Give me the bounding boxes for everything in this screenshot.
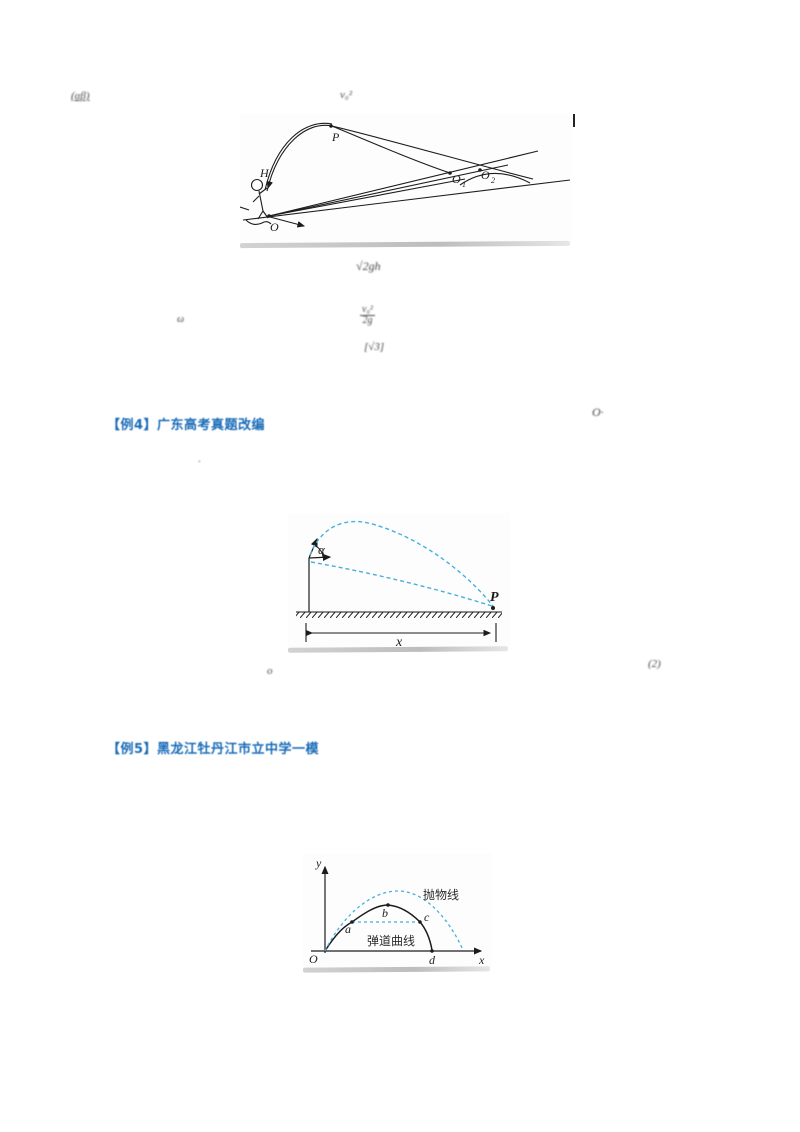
label-O1: O — [452, 172, 461, 186]
label-x: x — [478, 953, 485, 967]
ground-slope-line — [242, 179, 571, 221]
point-c-dot — [418, 920, 422, 924]
faint-fragment-10: (2) — [648, 658, 661, 670]
label-d: d — [429, 953, 436, 967]
figure3-drawing: y x O a b c d 抛物线 弹道曲线 — [309, 856, 485, 967]
label-O: O — [309, 952, 318, 966]
faint-fragment-3: √2gh — [356, 259, 381, 273]
point-P-dot — [329, 124, 333, 128]
label-y: y — [315, 856, 322, 870]
heading-example-5: 【例5】黑龙江牡丹江市立中学一模 — [107, 742, 320, 757]
label-O1-sub: 1 — [462, 180, 466, 189]
faint-fragment-5: v₀² 2g — [360, 305, 375, 326]
label-b: b — [382, 906, 388, 920]
label-ballistic: 弹道曲线 — [367, 934, 415, 948]
trajectory-main — [266, 124, 534, 192]
figure-parabola-vs-ballistic: y x O a b c d 抛物线 弹道曲线 — [302, 853, 492, 973]
label-alpha: α — [318, 542, 326, 557]
high-trajectory-dashed — [309, 520, 494, 607]
label-x: x — [395, 635, 403, 648]
faint-fragment-8: · — [198, 457, 201, 468]
point-O2-dot — [478, 168, 482, 172]
label-O: O — [270, 220, 279, 234]
fraction-denominator: 2g — [362, 315, 373, 326]
faint-fragment-4: ω — [177, 314, 185, 325]
label-P: P — [490, 590, 499, 605]
steep-velocity-arrow — [308, 537, 318, 559]
scan-edge-tick — [573, 114, 575, 127]
parabola-dashed — [324, 890, 464, 952]
scan-shadow — [287, 646, 509, 653]
low-trajectory-dashed — [310, 561, 493, 607]
fraction-numerator: v₀² — [360, 304, 375, 316]
faint-fragment-2: v₀² — [340, 89, 353, 101]
point-d-dot — [430, 949, 434, 953]
label-c: c — [424, 910, 430, 924]
figure-projectile-slope: H P O 1 O 2 O — [239, 113, 572, 249]
label-O2-sub: 2 — [491, 176, 495, 185]
faint-fragment-6: [√3] — [364, 341, 385, 353]
point-O1-dot — [448, 171, 452, 175]
figure2-drawing: α P x — [296, 520, 502, 648]
trajectory-secondary — [331, 125, 451, 174]
point-O-dot — [267, 214, 271, 218]
label-O2: O — [481, 168, 490, 182]
point-a-dot — [350, 920, 354, 924]
label-parabola: 抛物线 — [423, 887, 459, 902]
faint-fragment-7: O· — [592, 405, 604, 419]
point-P-dot — [491, 606, 495, 610]
label-P: P — [331, 130, 340, 144]
scan-shadow — [239, 240, 571, 249]
label-H: H — [259, 166, 270, 180]
figure1-drawing: H P O 1 O 2 O — [240, 122, 571, 234]
figure-two-trajectories: α P x — [287, 513, 510, 653]
flat-velocity-arrow — [308, 553, 332, 561]
scan-shadow — [302, 966, 491, 973]
point-b-dot — [386, 903, 390, 907]
faint-fragment-9: o — [267, 665, 273, 677]
ground-hatching — [296, 612, 502, 618]
label-a: a — [345, 922, 351, 936]
heading-example-4: 【例4】广东高考真题改编 — [107, 418, 266, 433]
faint-fragment-1: (αβ) — [71, 90, 90, 102]
stick-person — [240, 178, 272, 226]
